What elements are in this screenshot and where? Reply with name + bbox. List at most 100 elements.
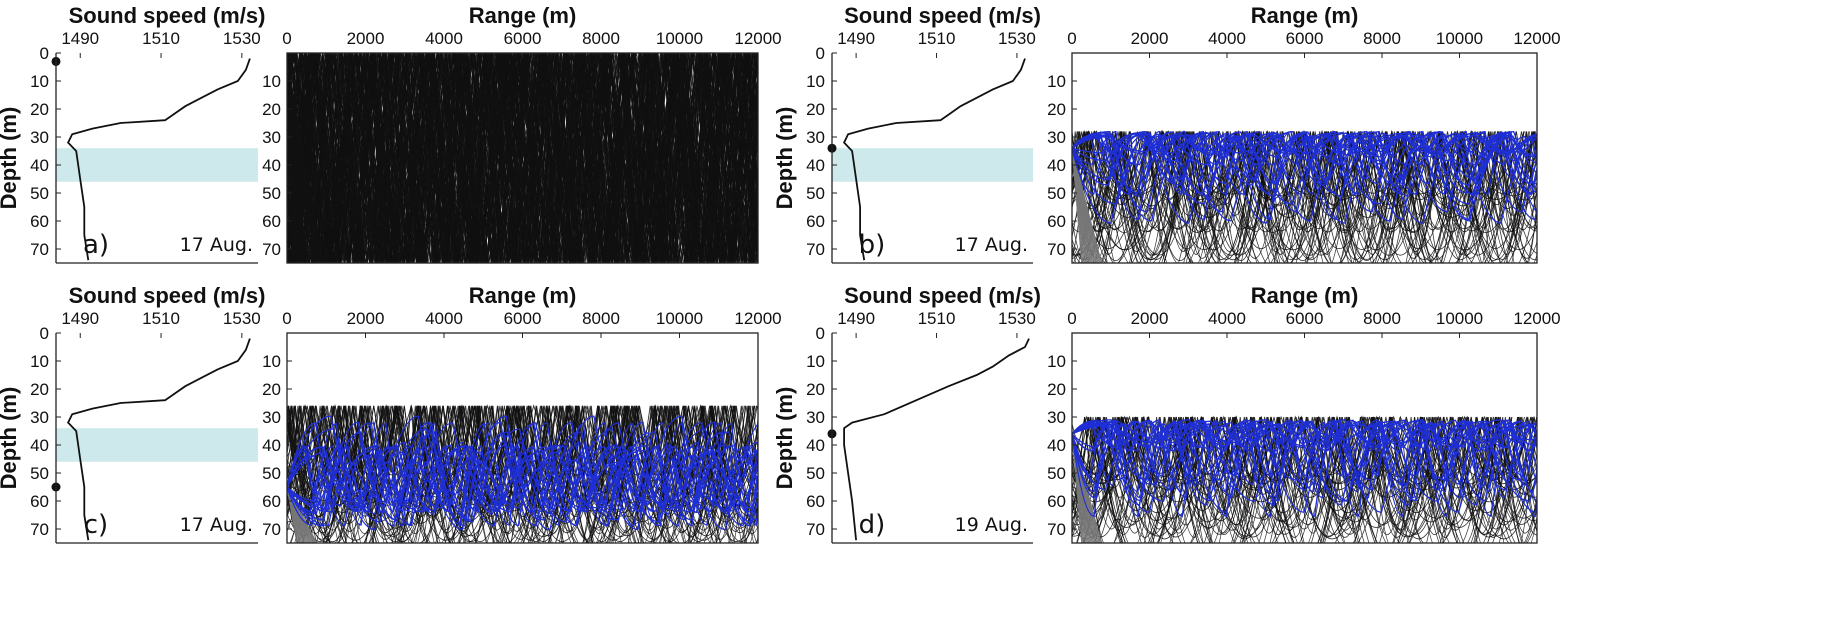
- range-tick-label: 10000: [1436, 29, 1483, 48]
- speed-tick-label: 1530: [998, 29, 1036, 48]
- ray-depth-tick-label: 60: [1047, 212, 1066, 231]
- ray-depth-tick-label: 40: [262, 436, 281, 455]
- profile-panel-2: 0 10 20 30 40 50 60 70 Depth (m) 1490 1510 1530Soun…: [772, 3, 1041, 264]
- ray-depth-tick-label: 50: [1047, 184, 1066, 203]
- ray-path: [1072, 131, 1525, 262]
- trapped-ray-path: [1072, 132, 1537, 154]
- ray-path: [287, 53, 758, 263]
- speed-tick-label: 1530: [223, 309, 261, 328]
- trapped-ray-path: [1072, 132, 1537, 224]
- range-tick-label: 4000: [1208, 29, 1246, 48]
- range-axis-title: Range (m): [469, 3, 577, 28]
- ray-path: [1072, 131, 1537, 259]
- ray-depth-tick-label: 30: [262, 128, 281, 147]
- ray-path: [1072, 131, 1513, 250]
- ray-path: [1084, 131, 1537, 263]
- ray-path: [1072, 415, 1537, 491]
- trapped-ray-path: [1072, 423, 1537, 499]
- ray-path: [1072, 416, 1537, 521]
- depth-tick-label: 10: [806, 72, 825, 91]
- ray-panel-4: 0 2000 4000 6000 8000 10000 12000 Range (m) 10 20…: [1047, 283, 1561, 544]
- ray-depth-tick-label: 30: [262, 408, 281, 427]
- ray-depth-tick-label: 10: [262, 72, 281, 91]
- trapped-ray-path: [1072, 136, 1537, 197]
- range-tick-label: 6000: [1286, 309, 1324, 328]
- ray-path: [290, 405, 755, 543]
- sound-speed-axis-title: Sound speed (m/s): [69, 283, 266, 308]
- depth-axis-title: Depth (m): [772, 387, 797, 490]
- panel-label: c): [84, 510, 108, 540]
- trapped-ray-path: [1072, 421, 1537, 491]
- ray-bundle: [287, 404, 758, 543]
- ray-path: [1072, 415, 1528, 478]
- trapped-ray-path: [1072, 131, 1537, 213]
- range-tick-label: 10000: [656, 29, 703, 48]
- date-label: 17 Aug.: [955, 234, 1028, 256]
- depth-tick-label: 70: [30, 240, 49, 259]
- ray-path: [1072, 416, 1537, 543]
- depth-tick-label: 50: [30, 464, 49, 483]
- ray-path: [1072, 416, 1519, 543]
- range-tick-label: 12000: [1513, 29, 1560, 48]
- trapped-ray-path: [1072, 133, 1537, 195]
- ray-path: [1072, 131, 1537, 260]
- ray-depth-tick-label: 70: [1047, 520, 1066, 539]
- trapped-ray-path: [287, 428, 758, 523]
- speed-tick-label: 1530: [223, 29, 261, 48]
- trapped-ray-path: [1072, 419, 1537, 452]
- depth-axis-title: Depth (m): [0, 387, 21, 490]
- ray-depth-tick-label: 10: [1047, 352, 1066, 371]
- trapped-ray-path: [287, 415, 758, 531]
- range-tick-label: 4000: [425, 309, 463, 328]
- ray-path: [1072, 131, 1537, 263]
- ray-path: [1072, 416, 1537, 543]
- trapped-ray-path: [287, 422, 758, 527]
- range-tick-label: 8000: [582, 29, 620, 48]
- trapped-ray-path: [287, 445, 758, 512]
- depth-tick-label: 20: [30, 380, 49, 399]
- ray-path: [287, 405, 758, 532]
- range-tick-label: 8000: [582, 309, 620, 328]
- depth-tick-label: 30: [30, 408, 49, 427]
- ray-path: [1072, 131, 1530, 263]
- ray-path: [1072, 416, 1513, 543]
- ray-depth-tick-label: 50: [262, 464, 281, 483]
- range-tick-label: 2000: [1131, 309, 1169, 328]
- depth-tick-label: 30: [30, 128, 49, 147]
- profile-panel-1: 0 10 20 30 40 50 60 70 Depth (m) 1490 1510 1530Soun…: [0, 3, 266, 264]
- ray-path: [1072, 416, 1537, 484]
- depth-tick-label: 70: [806, 240, 825, 259]
- trapped-ray-path: [287, 454, 758, 507]
- sound-speed-profile-line: [67, 58, 251, 261]
- sound-speed-axis-title: Sound speed (m/s): [69, 3, 266, 28]
- range-tick-label: 2000: [347, 309, 385, 328]
- depth-tick-label: 30: [806, 128, 825, 147]
- ray-path: [287, 405, 743, 543]
- ray-depth-tick-label: 50: [262, 184, 281, 203]
- ray-path: [1093, 416, 1521, 543]
- depth-tick-label: 10: [30, 352, 49, 371]
- ray-path: [1072, 131, 1537, 263]
- range-tick-label: 4000: [1208, 309, 1246, 328]
- depth-tick-label: 20: [806, 100, 825, 119]
- depth-tick-label: 40: [806, 436, 825, 455]
- trapped-ray-path: [1072, 421, 1537, 477]
- ray-path: [287, 53, 758, 263]
- ray-path: [1094, 131, 1537, 263]
- panel-label: b): [859, 230, 886, 260]
- ray-depth-tick-label: 70: [262, 520, 281, 539]
- depth-tick-label: 40: [30, 156, 49, 175]
- date-label: 19 Aug.: [955, 514, 1028, 536]
- depth-tick-label: 60: [30, 212, 49, 231]
- depth-tick-label: 50: [30, 184, 49, 203]
- ray-depth-tick-label: 40: [262, 156, 281, 175]
- ray-depth-tick-label: 70: [262, 240, 281, 259]
- ray-depth-tick-label: 60: [262, 492, 281, 511]
- trapped-ray-path: [287, 441, 758, 515]
- panel-label: d): [859, 510, 886, 540]
- speed-tick-label: 1510: [142, 309, 180, 328]
- depth-tick-label: 60: [806, 212, 825, 231]
- thermocline-band: [832, 148, 1033, 182]
- ray-depth-tick-label: 40: [1047, 156, 1066, 175]
- profile-panel-3: 0 10 20 30 40 50 60 70 Depth (m) 1490 1510 1530Soun…: [0, 283, 266, 544]
